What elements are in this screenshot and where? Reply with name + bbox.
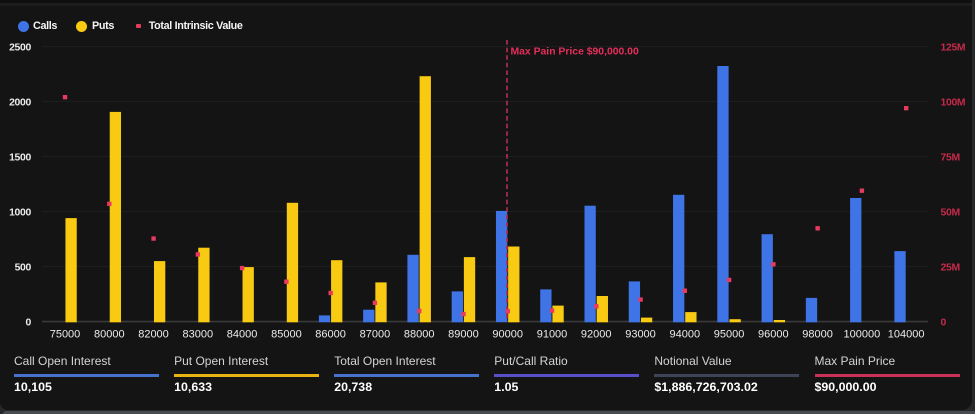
svg-text:Max Pain Price $90,000.00: Max Pain Price $90,000.00	[511, 46, 639, 57]
svg-text:50M: 50M	[941, 207, 960, 218]
svg-text:92000: 92000	[581, 328, 612, 340]
svg-text:0: 0	[26, 317, 32, 328]
svg-text:90000: 90000	[492, 328, 523, 340]
svg-text:100000: 100000	[844, 328, 881, 340]
svg-text:25M: 25M	[941, 262, 960, 273]
svg-text:93000: 93000	[625, 328, 656, 340]
svg-text:83000: 83000	[183, 328, 214, 340]
svg-text:1000: 1000	[9, 207, 31, 218]
svg-text:96000: 96000	[758, 328, 789, 340]
svg-text:75M: 75M	[941, 152, 960, 163]
svg-text:100M: 100M	[941, 97, 966, 108]
svg-text:125M: 125M	[941, 42, 966, 53]
svg-text:89000: 89000	[448, 328, 479, 340]
svg-text:2000: 2000	[9, 97, 31, 108]
svg-text:75000: 75000	[50, 328, 81, 340]
svg-text:84000: 84000	[227, 328, 258, 340]
svg-text:88000: 88000	[404, 328, 435, 340]
svg-text:85000: 85000	[271, 328, 302, 340]
svg-text:98000: 98000	[802, 328, 833, 340]
svg-text:80000: 80000	[94, 328, 125, 340]
svg-text:82000: 82000	[138, 328, 169, 340]
svg-text:1500: 1500	[9, 152, 31, 163]
svg-text:87000: 87000	[360, 328, 391, 340]
svg-text:86000: 86000	[315, 328, 346, 340]
svg-text:500: 500	[15, 262, 32, 273]
svg-text:104000: 104000	[888, 328, 925, 340]
svg-text:2500: 2500	[9, 42, 31, 53]
svg-text:91000: 91000	[537, 328, 568, 340]
svg-text:95000: 95000	[714, 328, 745, 340]
svg-text:94000: 94000	[670, 328, 701, 340]
svg-text:0: 0	[941, 317, 947, 328]
